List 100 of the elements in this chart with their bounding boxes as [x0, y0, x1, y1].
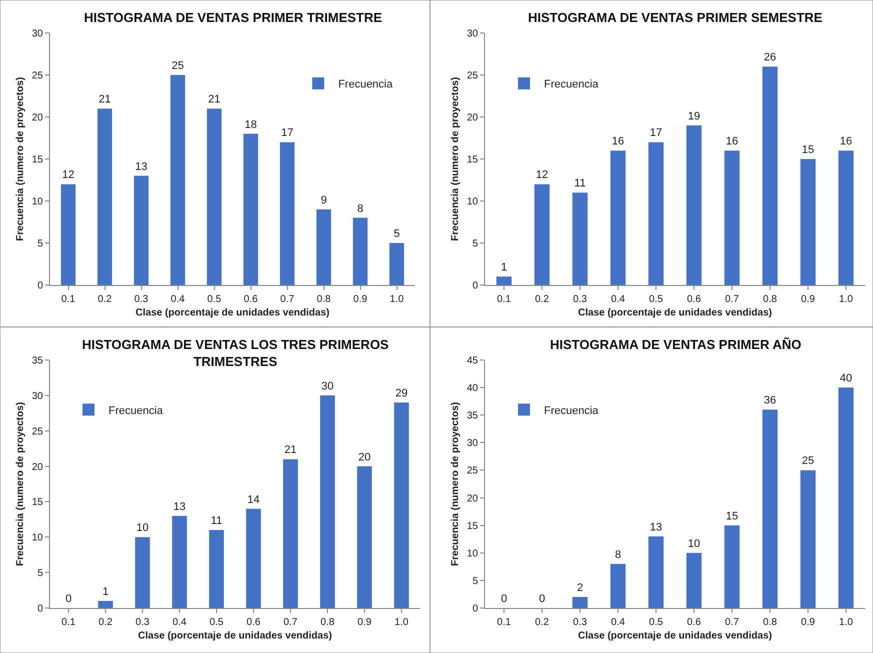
x-tick-label: 0.6: [687, 294, 702, 305]
bar: [800, 159, 816, 285]
x-tick-label: 0.8: [763, 294, 778, 305]
y-tick-label: 0: [37, 280, 44, 292]
data-label: 30: [321, 380, 334, 392]
bar: [496, 276, 512, 285]
data-label: 15: [726, 510, 738, 522]
x-tick-label: 0.7: [725, 294, 740, 305]
bar: [686, 125, 702, 285]
data-label: 13: [173, 500, 186, 513]
data-label: 17: [281, 127, 294, 140]
y-tick-label: 20: [32, 462, 44, 473]
y-tick-label: 5: [472, 576, 478, 587]
data-label: 16: [726, 136, 738, 148]
data-label: 5: [394, 228, 400, 240]
chart-title: HISTOGRAMA DE VENTAS PRIMER TRIMESTRE: [84, 10, 382, 25]
x-tick-label: 0.7: [284, 617, 298, 628]
bar: [572, 596, 588, 608]
y-tick-label: 20: [466, 493, 478, 504]
y-axis-title: Frecuencia (numero de proyectos): [450, 402, 461, 566]
data-label: 19: [688, 110, 700, 122]
y-tick-label: 10: [466, 196, 478, 208]
data-label: 11: [210, 515, 222, 528]
data-label: 11: [574, 178, 586, 190]
x-tick-label: 0.9: [358, 617, 372, 628]
x-tick-label: 0.6: [246, 617, 261, 628]
legend-label: Frecuencia: [544, 404, 600, 417]
bar: [389, 243, 404, 285]
x-tick-label: 0.3: [136, 617, 150, 628]
bar: [172, 516, 187, 608]
x-tick-label: 0.8: [320, 617, 335, 628]
x-tick-label: 0.7: [280, 294, 295, 305]
y-tick-label: 0: [472, 280, 478, 292]
bar: [838, 150, 854, 285]
bar: [206, 108, 222, 285]
x-tick-label: 0.2: [535, 294, 550, 305]
x-tick-label: 0.4: [611, 294, 626, 305]
bar: [246, 508, 261, 608]
x-tick-label: 0.5: [207, 294, 222, 305]
data-label: 2: [576, 582, 584, 594]
bar: [97, 108, 112, 285]
x-tick-label: 0.1: [497, 617, 512, 628]
x-tick-label: 0.6: [687, 617, 702, 628]
data-label: 8: [357, 202, 364, 215]
y-tick-label: 15: [466, 154, 478, 166]
x-tick-label: 0.1: [497, 294, 512, 305]
data-label: 12: [62, 169, 74, 182]
data-label: 9: [320, 194, 327, 206]
data-label: 26: [764, 52, 776, 64]
y-tick-label: 25: [32, 426, 44, 438]
x-axis-title: Clase (porcentaje de unidades vendidas): [578, 308, 772, 318]
data-label: 1: [102, 586, 109, 598]
data-label: 10: [136, 522, 149, 534]
data-label: 40: [840, 372, 852, 385]
bar: [686, 552, 702, 608]
bar: [838, 388, 854, 608]
x-axis-title: Clase (porcentaje de unidades vendidas): [136, 308, 330, 318]
y-tick-label: 5: [472, 238, 478, 250]
data-label: 0: [538, 593, 546, 605]
bar: [357, 466, 372, 608]
x-tick-label: 0.2: [98, 294, 112, 305]
bar: [98, 600, 113, 608]
data-label: 10: [688, 538, 700, 550]
data-label: 16: [840, 136, 852, 148]
bar: [243, 134, 258, 285]
bar: [352, 218, 368, 285]
data-label: 29: [395, 388, 408, 400]
x-tick-label: 0.9: [801, 617, 816, 628]
y-axis-title: Frecuencia (numero de proyectos): [14, 402, 26, 566]
bar: [320, 395, 335, 608]
x-tick-label: 1.0: [390, 294, 404, 305]
data-label: 12: [536, 169, 548, 182]
legend-label: Frecuencia: [108, 404, 164, 417]
x-tick-label: 0.3: [134, 294, 149, 305]
x-tick-label: 0.3: [573, 617, 588, 628]
data-label: 25: [172, 60, 184, 72]
x-tick-label: 1.0: [839, 294, 854, 305]
data-label: 18: [244, 118, 257, 131]
x-tick-label: 0.9: [801, 294, 816, 305]
x-tick-label: 0.4: [611, 617, 626, 628]
bar: [283, 459, 298, 608]
y-tick-label: 40: [466, 383, 478, 394]
x-axis-title: Clase (porcentaje de unidades vendidas): [138, 630, 332, 642]
data-label: 1: [500, 262, 508, 274]
data-label: 14: [247, 494, 260, 506]
data-label: 21: [98, 94, 111, 106]
x-tick-label: 0.5: [649, 294, 664, 305]
bar: [170, 75, 186, 285]
bar: [209, 530, 224, 608]
y-tick-label: 30: [466, 438, 478, 450]
y-tick-label: 10: [32, 532, 44, 544]
data-label: 21: [284, 444, 297, 456]
y-tick-label: 30: [32, 390, 44, 402]
y-tick-label: 25: [32, 70, 44, 82]
x-tick-label: 0.5: [649, 617, 664, 628]
bar: [134, 176, 149, 285]
data-label: 36: [764, 394, 776, 407]
y-tick-label: 35: [32, 356, 44, 366]
x-tick-label: 0.7: [725, 617, 740, 628]
data-label: 8: [614, 548, 622, 561]
